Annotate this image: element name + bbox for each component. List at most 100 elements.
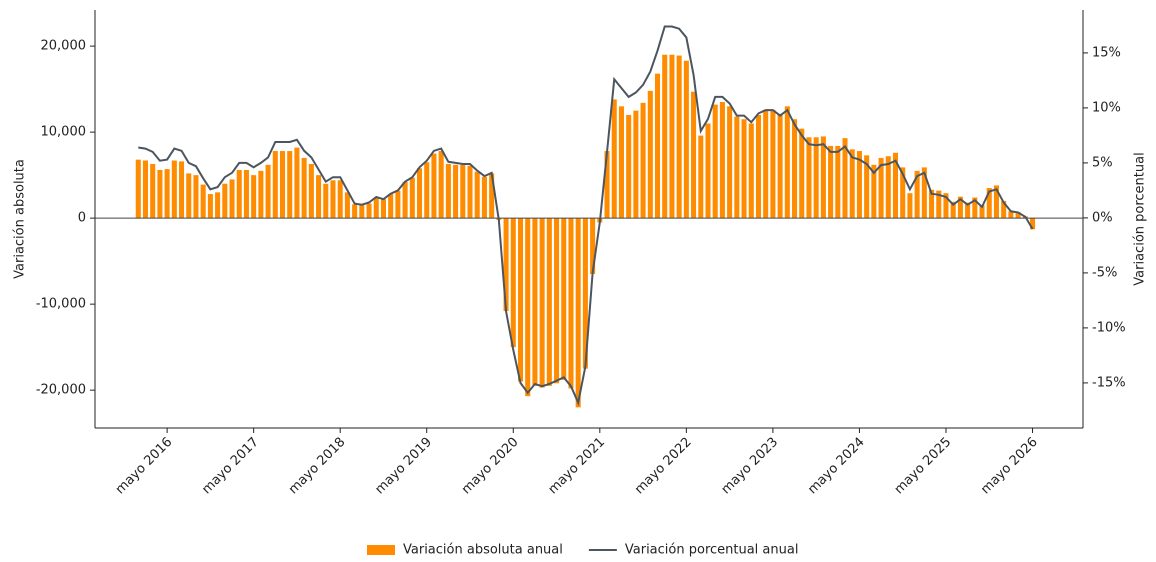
bar xyxy=(936,190,942,219)
bar xyxy=(489,173,495,219)
bar xyxy=(380,199,386,219)
bar xyxy=(626,114,632,219)
bar xyxy=(691,91,697,219)
bar xyxy=(683,60,689,219)
bar xyxy=(222,183,228,219)
bar xyxy=(993,185,999,219)
bar xyxy=(640,102,646,219)
bar xyxy=(950,201,956,219)
x-tick-label: mayo 2019 xyxy=(372,435,435,498)
bar xyxy=(373,197,379,219)
y2-tick-label: -15% xyxy=(1092,375,1126,390)
bar xyxy=(957,196,963,219)
bar xyxy=(864,155,870,219)
bar xyxy=(424,162,430,219)
bar xyxy=(460,164,466,219)
x-tick-label: mayo 2021 xyxy=(546,435,609,498)
bar xyxy=(561,218,567,380)
bar xyxy=(186,173,192,219)
bar xyxy=(438,151,444,219)
bar xyxy=(849,149,855,219)
bar xyxy=(907,193,913,219)
bar xyxy=(481,176,487,219)
bar xyxy=(763,109,769,219)
x-tick-label: mayo 2024 xyxy=(805,435,868,498)
bar xyxy=(878,157,884,219)
bar xyxy=(193,175,199,219)
bar xyxy=(258,170,264,219)
x-tick-label: mayo 2018 xyxy=(286,435,349,498)
bar xyxy=(604,151,610,219)
bar xyxy=(330,180,336,219)
bar xyxy=(200,184,206,219)
x-tick-label: mayo 2016 xyxy=(113,435,176,498)
bar xyxy=(618,106,624,219)
bar xyxy=(395,190,401,219)
bar xyxy=(921,167,927,219)
y-tick-label: -10,000 xyxy=(36,297,86,312)
bar xyxy=(503,218,509,312)
bar xyxy=(698,135,704,219)
bar xyxy=(352,204,358,219)
bar xyxy=(892,152,899,219)
bar xyxy=(842,138,848,219)
bar xyxy=(590,218,596,275)
bar xyxy=(417,168,423,219)
bar xyxy=(517,218,524,382)
bar xyxy=(972,197,978,219)
bar xyxy=(474,171,480,219)
bar xyxy=(705,123,711,219)
y2-tick-label: 15% xyxy=(1092,45,1121,60)
x-tick-label: mayo 2023 xyxy=(719,435,782,498)
bar xyxy=(914,170,920,219)
legend-swatch xyxy=(367,545,395,555)
bar xyxy=(575,218,581,408)
bar xyxy=(900,167,906,219)
bar xyxy=(654,73,661,219)
bar xyxy=(986,188,992,219)
legend-label: Variación porcentual anual xyxy=(625,543,799,558)
bar xyxy=(236,169,242,219)
bar xyxy=(554,218,560,384)
bar xyxy=(272,151,278,219)
bar xyxy=(568,218,574,389)
y2-tick-label: -10% xyxy=(1092,320,1126,335)
y2-axis-title: Variación porcentual xyxy=(1133,152,1148,285)
bar xyxy=(965,202,971,219)
bar xyxy=(337,180,343,219)
y2-tick-label: 10% xyxy=(1092,100,1121,115)
bar xyxy=(611,99,617,219)
bar xyxy=(301,157,307,219)
bar xyxy=(308,163,314,219)
y-tick-label: -20,000 xyxy=(36,383,86,398)
bar xyxy=(323,183,329,219)
bar xyxy=(1015,212,1021,219)
bar xyxy=(179,161,185,219)
x-tick-label: mayo 2017 xyxy=(199,435,262,498)
bar xyxy=(633,110,639,219)
bar xyxy=(150,163,156,219)
bar xyxy=(388,194,394,219)
bar xyxy=(979,205,985,219)
x-tick-label: mayo 2020 xyxy=(459,435,522,498)
bar xyxy=(279,151,286,219)
bar xyxy=(820,136,826,219)
bar xyxy=(748,123,754,219)
bar xyxy=(539,218,545,388)
bar xyxy=(431,153,437,219)
bar xyxy=(157,169,163,219)
bar xyxy=(366,203,372,219)
bar xyxy=(676,55,682,219)
bar xyxy=(453,164,459,219)
bar xyxy=(510,218,516,348)
y2-tick-label: -5% xyxy=(1092,265,1117,280)
x-tick-label: mayo 2026 xyxy=(978,435,1041,498)
bar xyxy=(662,54,668,219)
bar xyxy=(532,218,538,386)
x-tick-label: mayo 2025 xyxy=(892,435,955,498)
bar xyxy=(135,159,141,219)
bar xyxy=(885,156,891,219)
bar xyxy=(792,119,798,219)
bar xyxy=(402,182,408,219)
